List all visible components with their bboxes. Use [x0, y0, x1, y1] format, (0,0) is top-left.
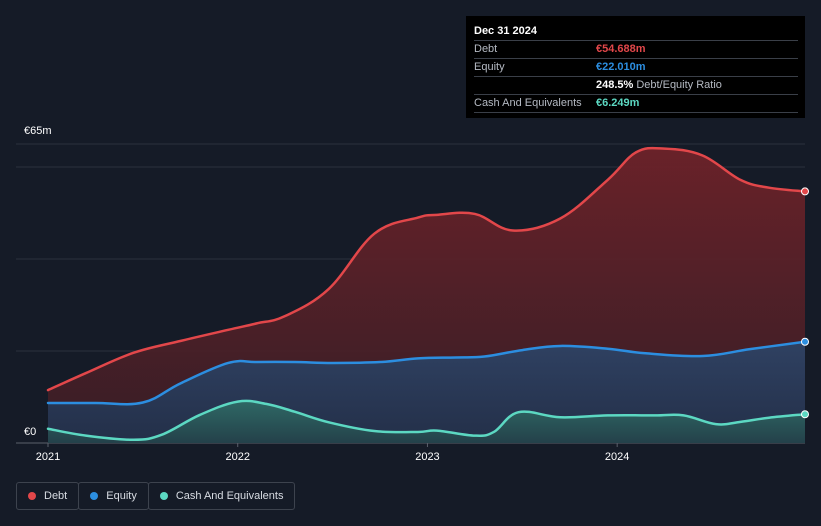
tooltip-value-number: €6.249m: [596, 97, 640, 109]
legend-label: Debt: [44, 490, 68, 502]
x-tick-label-2023: 2023: [415, 451, 439, 463]
legend-label: Cash And Equivalents: [175, 490, 284, 502]
y-axis-max-label: €65m: [24, 125, 52, 137]
tooltip-row-value: €22.010m: [596, 59, 646, 76]
legend-item-cash-and-equivalents[interactable]: Cash And Equivalents: [147, 482, 296, 510]
debt-line: [46, 146, 807, 392]
tooltip-value-caption: Debt/Equity Ratio: [636, 79, 722, 91]
line-layer: [46, 146, 809, 442]
tooltip-row: Cash And Equivalents €6.249m: [474, 94, 798, 112]
x-tick-label-2022: 2022: [225, 451, 249, 463]
tooltip-divider: [474, 112, 798, 113]
chart-legend: Debt Equity Cash And Equivalents: [16, 482, 296, 510]
tooltip-row-label: Equity: [474, 61, 505, 73]
tooltip-row-value: 248.5% Debt/Equity Ratio: [596, 77, 722, 94]
cash-line: [46, 399, 807, 442]
tooltip-row-label: [474, 77, 596, 94]
tooltip-row: Debt €54.688m: [474, 40, 798, 58]
area-layer: [48, 148, 805, 443]
tooltip-row-value: €6.249m: [596, 95, 639, 112]
tooltip-row-value: €54.688m: [596, 41, 646, 58]
tooltip-date: Dec 31 2024: [474, 25, 537, 37]
legend-dot-icon: [90, 492, 99, 500]
legend-dot-icon: [159, 492, 168, 500]
legend-item-debt[interactable]: Debt: [16, 482, 80, 510]
data-tooltip: Dec 31 2024 Debt €54.688m Equity €22.010m 24…: [466, 16, 805, 118]
tooltip-row: 248.5% Debt/Equity Ratio: [474, 76, 798, 94]
legend-dot-icon: [28, 492, 36, 500]
equity-line: [46, 340, 807, 406]
cash-end-marker: [801, 410, 809, 419]
tooltip-value-number: 248.5%: [596, 79, 634, 91]
x-tick-label-2024: 2024: [605, 451, 629, 463]
tooltip-row: Equity €22.010m: [474, 58, 798, 76]
tooltip-rows: Debt €54.688m Equity €22.010m 248.5% Debt/Equ…: [474, 40, 798, 113]
y-axis-min-label: €0: [24, 426, 36, 438]
x-tick-label-2021: 2021: [36, 451, 60, 463]
axis-layer: €65m €0 2021 2022 2023 2024: [24, 125, 629, 463]
tooltip-value-number: €22.010m: [596, 61, 646, 73]
tooltip-value-number: €54.688m: [596, 43, 646, 55]
cash-area: [48, 400, 805, 443]
tooltip-row-label: Cash And Equivalents: [474, 97, 582, 109]
equity-end-marker: [801, 337, 809, 346]
tooltip-row-label: Debt: [474, 43, 498, 55]
legend-label: Equity: [106, 490, 137, 502]
debt-end-marker: [801, 187, 809, 196]
legend-item-equity[interactable]: Equity: [78, 482, 149, 510]
